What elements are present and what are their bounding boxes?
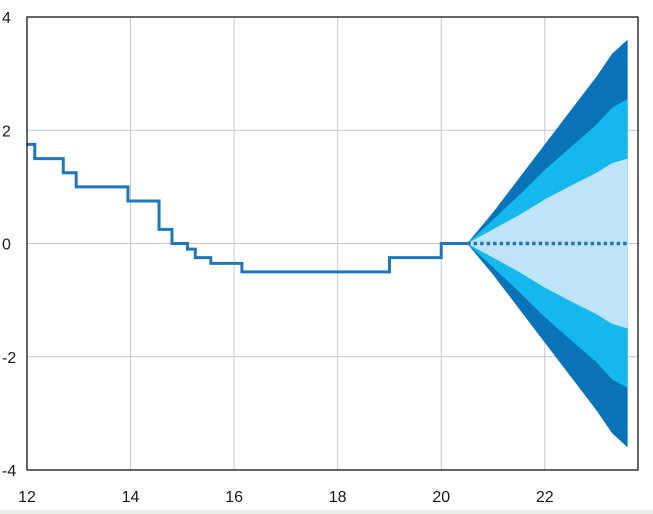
y-tick-label: 0 (2, 237, 11, 254)
x-tick-label: 20 (432, 489, 450, 506)
y-tick-label: -2 (2, 350, 16, 367)
x-tick-label: 12 (18, 489, 36, 506)
y-tick-label: -4 (2, 463, 16, 480)
footer-strip (0, 510, 653, 514)
x-tick-label: 16 (225, 489, 243, 506)
y-tick-label: 2 (2, 123, 11, 140)
series-layer (27, 142, 628, 274)
plot-frame (26, 16, 639, 471)
history-line (27, 142, 468, 274)
x-tick-label: 22 (536, 489, 554, 506)
axis-frame (26, 16, 639, 471)
x-tick-label: 14 (122, 489, 140, 506)
x-tick-label: 18 (329, 489, 347, 506)
y-tick-label: 4 (2, 10, 11, 27)
